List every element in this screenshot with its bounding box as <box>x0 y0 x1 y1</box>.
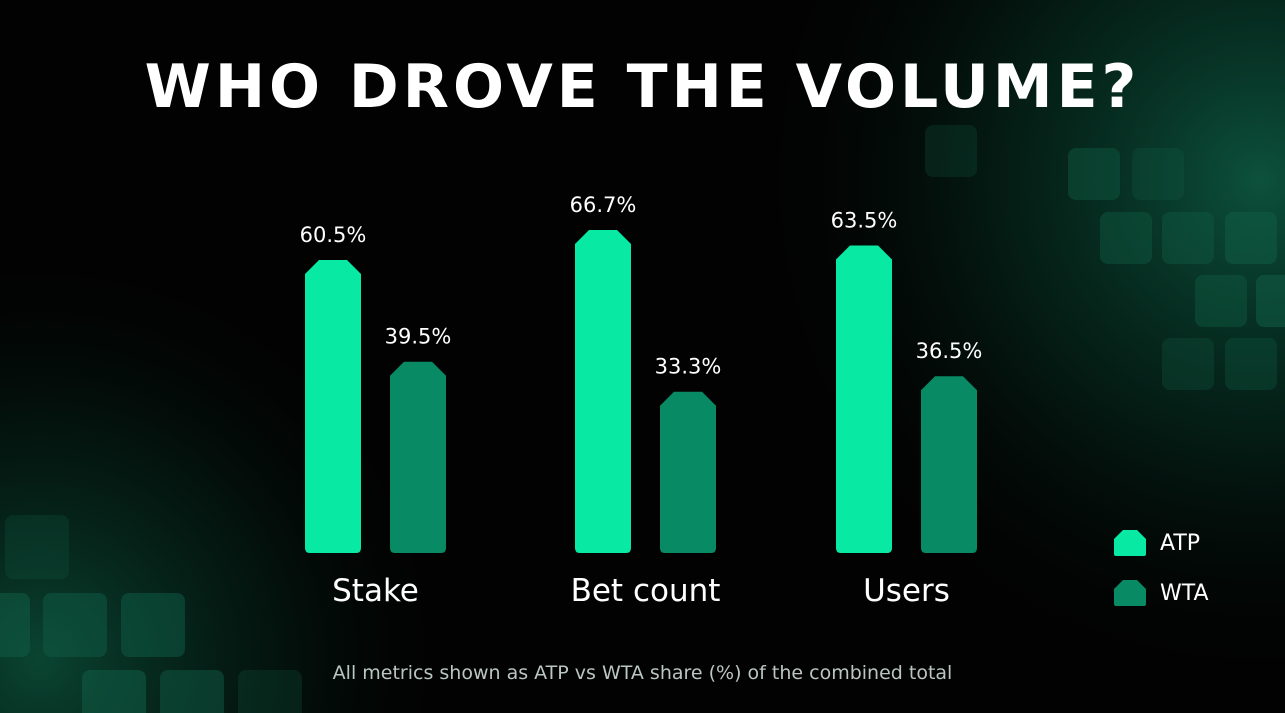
bar-wta-stake <box>390 361 446 553</box>
bar-atp-users <box>836 245 892 553</box>
legend-swatch-wta <box>1114 580 1146 606</box>
footnote: All metrics shown as ATP vs WTA share (%… <box>332 662 953 684</box>
chart-title: WHO DROVE THE VOLUME? <box>144 52 1141 122</box>
bar-wta-bet-count <box>660 391 716 553</box>
legend: ATP WTA <box>1114 518 1209 618</box>
category-label-bet-count: Bet count <box>571 573 721 609</box>
data-label-atp-users: 63.5% <box>831 208 898 232</box>
legend-label-wta: WTA <box>1160 580 1209 606</box>
category-label-users: Users <box>863 573 950 609</box>
bar-atp-bet-count <box>575 230 631 553</box>
data-label-atp-bet-count: 66.7% <box>570 193 637 217</box>
legend-swatch-atp <box>1114 530 1146 556</box>
category-label-stake: Stake <box>332 573 419 609</box>
bar-atp-stake <box>305 260 361 553</box>
legend-item-wta: WTA <box>1114 568 1209 618</box>
legend-label-atp: ATP <box>1160 530 1201 556</box>
legend-item-atp: ATP <box>1114 518 1209 568</box>
bar-wta-users <box>921 376 977 553</box>
data-label-wta-users: 36.5% <box>916 339 983 363</box>
data-label-wta-bet-count: 33.3% <box>655 355 722 379</box>
data-label-wta-stake: 39.5% <box>385 325 452 349</box>
data-label-atp-stake: 60.5% <box>300 223 367 247</box>
